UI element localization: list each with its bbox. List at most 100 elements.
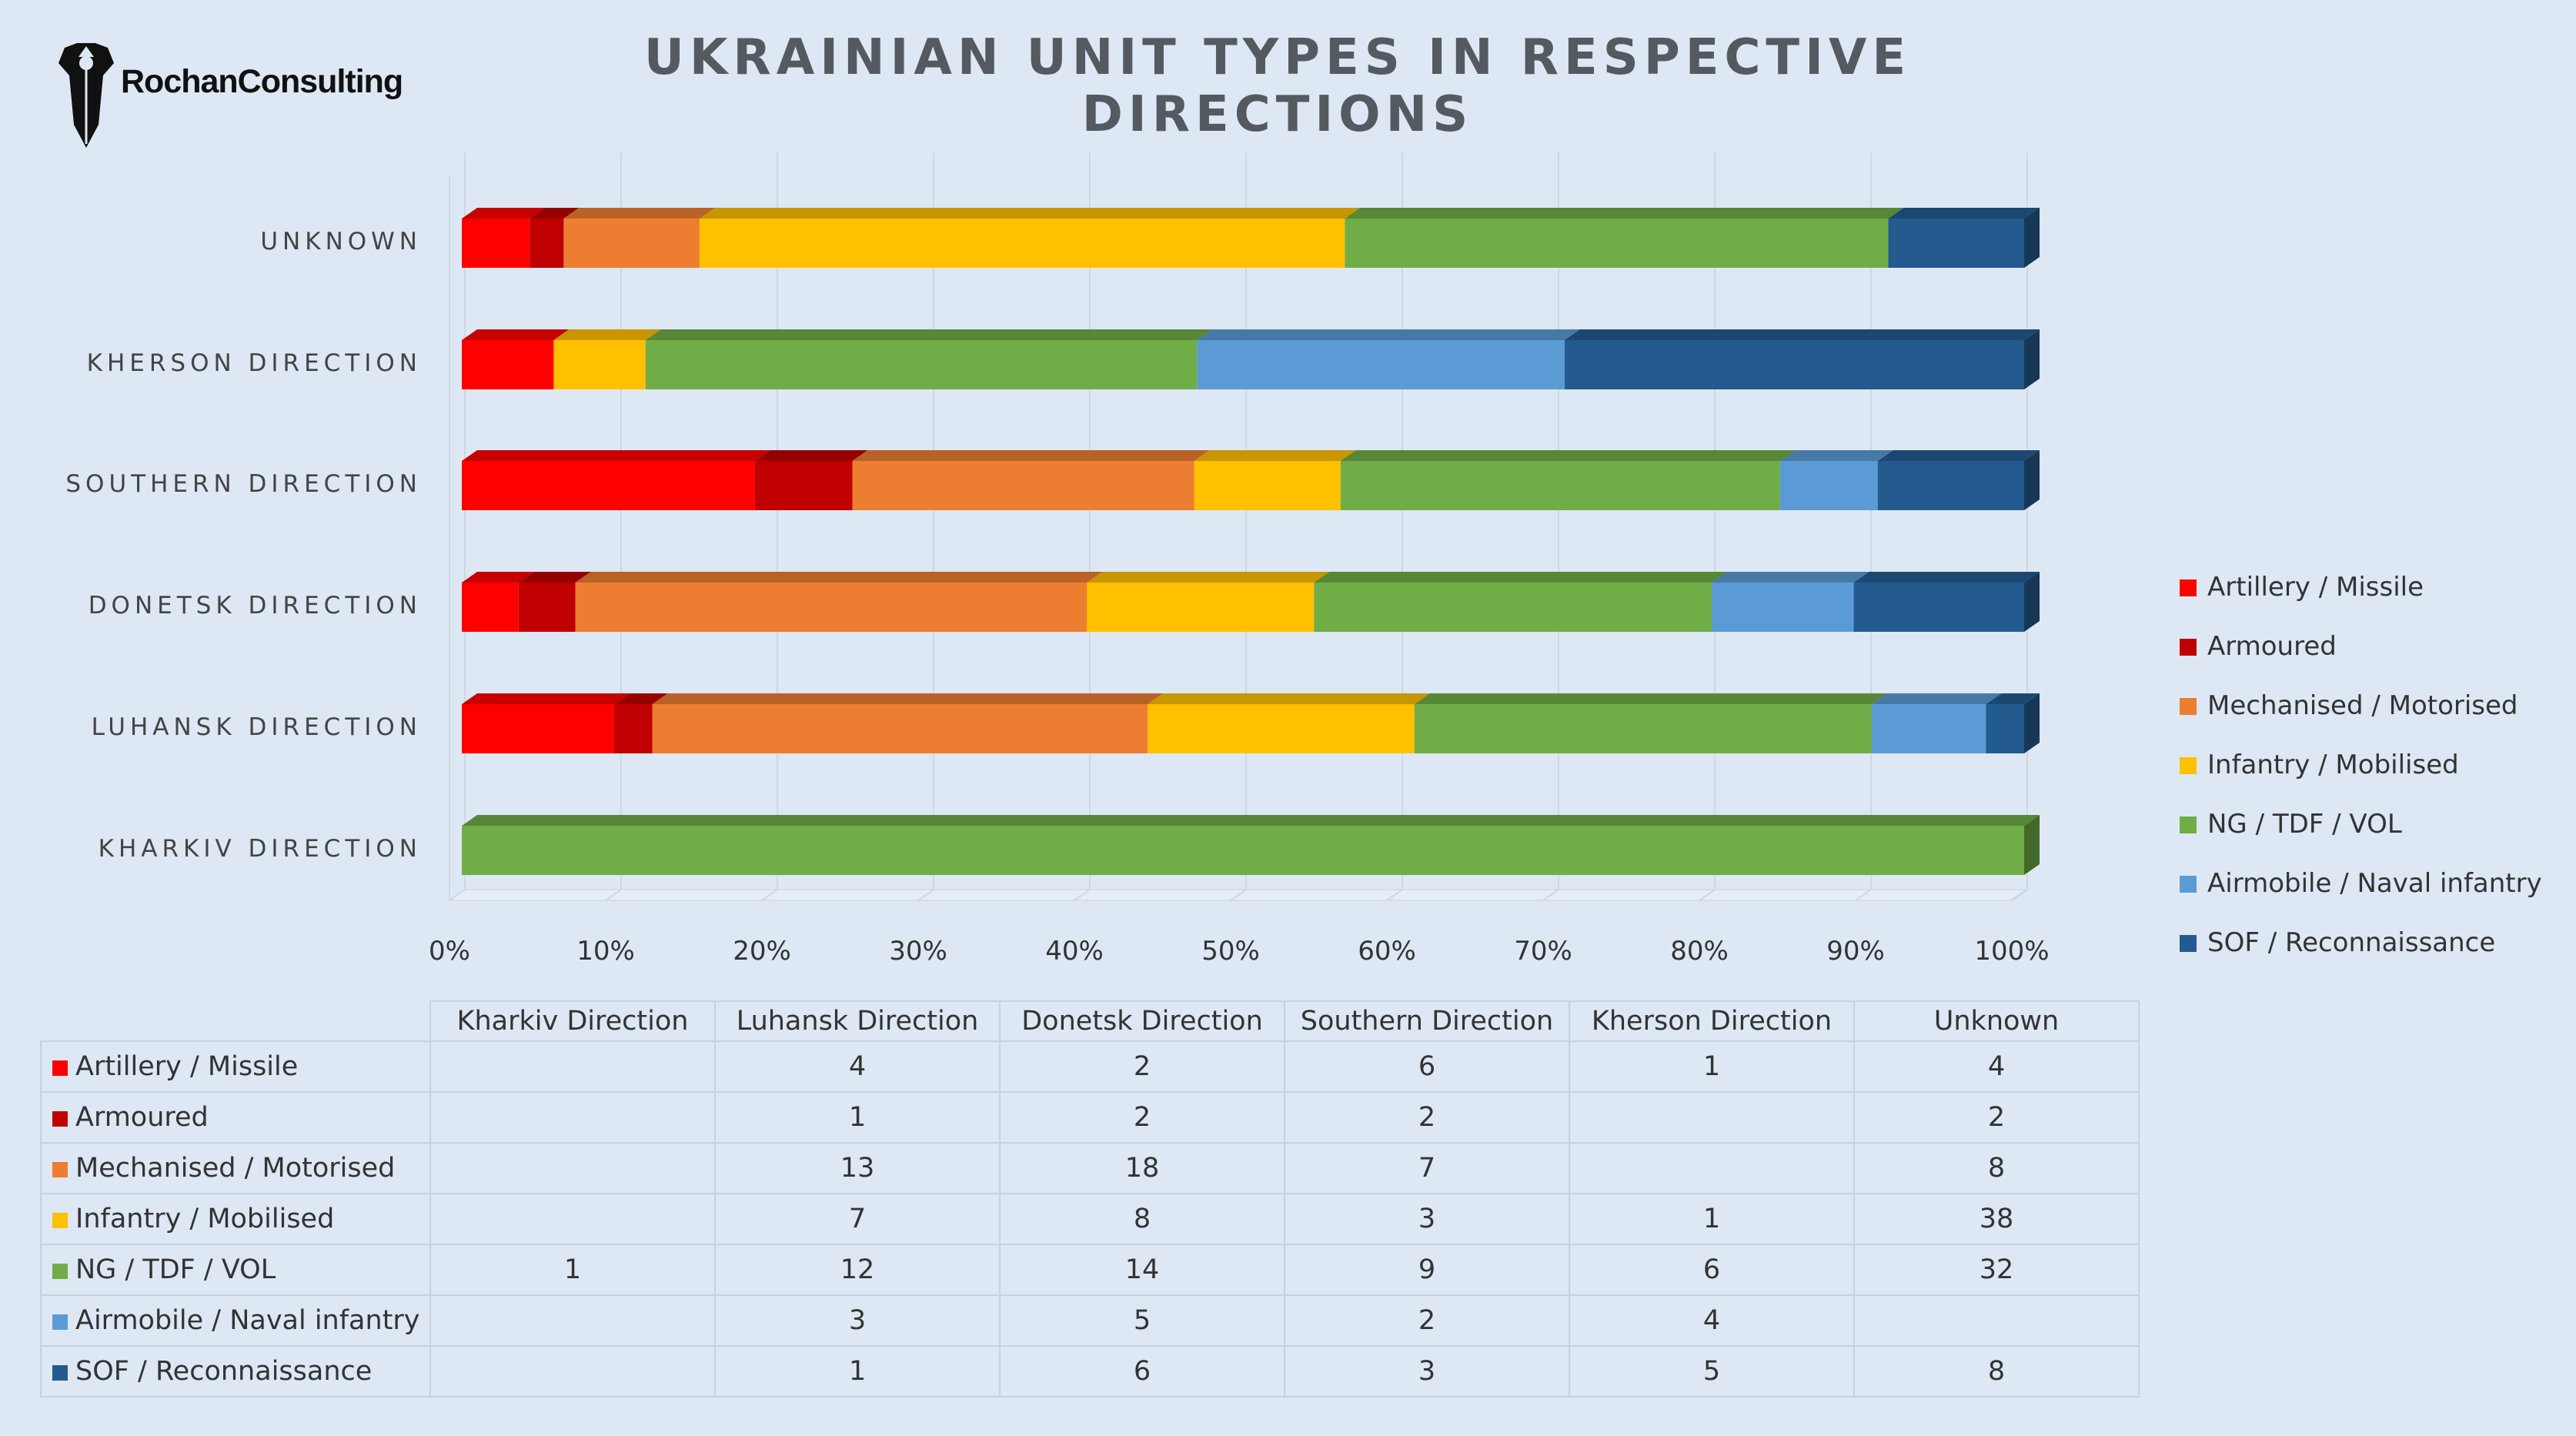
bar-top [553,329,661,340]
table-cell: 9 [1284,1244,1570,1296]
bar-top [1345,208,1904,219]
bar-segment [530,219,564,268]
table-row-label: Artillery / Missile [75,1051,299,1082]
table-column-header: Kherson Direction [1569,1000,1855,1042]
table-legend-swatch [52,1060,68,1076]
table-cell: 2 [999,1040,1285,1093]
bar-top [1712,572,1869,583]
table-legend-swatch [52,1213,68,1228]
table-cell [1569,1091,1855,1144]
bar-side [2024,450,2040,510]
table-row-header: NG / TDF / VOL [40,1244,431,1296]
table-cell [429,1345,716,1398]
table-cell [429,1040,716,1093]
table-cell: 13 [714,1142,1001,1194]
table-cell: 6 [1284,1040,1570,1093]
x-tick-label: 50% [1201,936,1260,967]
table-cell: 6 [1569,1244,1855,1296]
bar-side [2024,208,2040,268]
table-cell: 4 [1569,1294,1855,1347]
bar-segment [462,340,554,389]
bar-top [1087,572,1330,583]
table-row-header: Artillery / Missile [40,1040,431,1093]
bar-segment [1871,704,1986,753]
legend-label: Mechanised / Motorised [2207,690,2518,721]
legend-swatch [2180,876,2197,893]
table-row-label: Infantry / Mobilised [75,1204,335,1234]
table-cell: 1 [714,1091,1001,1144]
bar-segment [575,583,1087,632]
bar-segment [645,340,1198,389]
category-label: KHERSON DIRECTION [86,349,422,377]
table-cell: 6 [999,1345,1285,1398]
table-cell: 18 [999,1142,1285,1194]
x-tick-label: 60% [1358,936,1416,967]
table-legend-swatch [52,1111,68,1127]
table-row-header: SOF / Reconnaissance [40,1345,431,1398]
bar-top [652,693,1164,704]
gridline-floor [1542,889,1559,901]
bar-top [1779,450,1893,461]
category-label: UNKNOWN [260,228,422,255]
table-cell [429,1294,716,1347]
bar-segment [1986,704,2024,753]
table-cell: 32 [1853,1244,2140,1296]
table-row-label: SOF / Reconnaissance [75,1356,373,1387]
table-column-header: Kharkiv Direction [429,1000,716,1042]
table-cell: 1 [1569,1040,1855,1093]
logo-text: RochanConsulting [121,63,403,100]
bar-segment [1564,340,2024,389]
table-cell [429,1091,716,1144]
bar-top [1314,572,1727,583]
category-label: KHARKIV DIRECTION [98,835,422,863]
legend-item: Artillery / Missile [2180,566,2542,625]
table-row-label: Airmobile / Naval infantry [75,1305,420,1336]
bar-top [530,208,580,219]
table-cell: 4 [714,1040,1001,1093]
gridline-floor [1699,889,1716,901]
bar-segment [754,461,853,510]
table-row-header: Infantry / Mobilised [40,1193,431,1245]
bar-segment [553,340,646,389]
bar-top [1564,329,2040,340]
bar-segment [1194,461,1341,510]
bar-top [1877,450,2040,461]
bar-top [1194,450,1356,461]
chart-title: UKRAINIAN UNIT TYPES IN RESPECTIVE DIREC… [643,29,1912,143]
bar-top [462,450,770,461]
table-cell: 3 [1284,1193,1570,1245]
bar-segment [1087,583,1315,632]
table-column-header: Luhansk Direction [714,1000,1001,1042]
table-row-header: Armoured [40,1091,431,1144]
table-cell: 7 [714,1193,1001,1245]
table-cell: 8 [1853,1142,2140,1194]
bar-top [614,693,668,704]
bar-segment [652,704,1148,753]
table-cell [429,1193,716,1245]
table-cell: 2 [1853,1091,2140,1144]
legend-label: SOF / Reconnaissance [2207,927,2496,958]
x-tick-label: 70% [1514,936,1572,967]
table-cell: 2 [1284,1294,1570,1347]
table-cell: 2 [999,1091,1285,1144]
bar-top [1340,450,1796,461]
table-row: NG / TDF / VOL 1 12 14 9 6 32 [40,1244,2140,1296]
gridline-floor [1230,889,1247,901]
table-legend-swatch [52,1314,68,1330]
table-cell: 38 [1853,1193,2140,1245]
table-row: Airmobile / Naval infantry 3 5 2 4 [40,1294,2140,1347]
table-cell: 5 [1569,1345,1855,1398]
table-row-label: Armoured [75,1102,209,1133]
table-legend-swatch [52,1264,68,1279]
bar-top [462,329,570,340]
bear-head-icon [58,43,114,148]
bar-top [462,208,546,219]
bar-side [2024,815,2040,875]
table-row: Mechanised / Motorised 13 18 7 8 [40,1142,2140,1194]
bar-segment [462,461,755,510]
table-cell: 5 [999,1294,1285,1347]
legend-label: Airmobile / Naval infantry [2207,868,2542,899]
x-tick-label: 0% [429,936,470,967]
